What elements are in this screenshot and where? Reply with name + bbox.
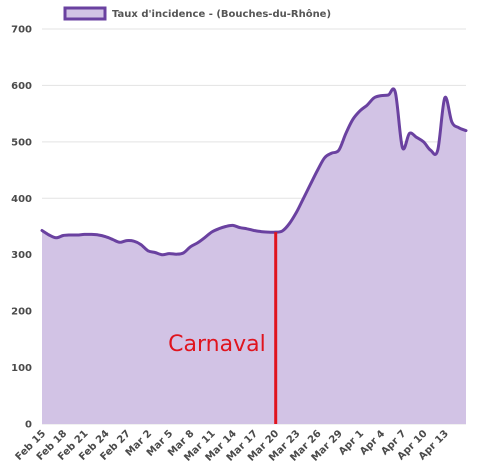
y-tick-label: 300 [11,250,32,261]
y-tick-label: 200 [11,307,32,318]
legend-swatch[interactable] [63,6,107,21]
legend-label: Taux d'incidence - (Bouches-du-Rhône) [112,8,331,20]
series-line [40,87,468,257]
y-tick-label: 600 [11,81,32,92]
y-axis: 0 100 200 300 400 500 600 700 [11,25,32,431]
y-tick-label: 100 [11,363,32,374]
annotation-label: Carnaval [168,332,266,357]
y-tick-label: 400 [11,194,32,205]
y-tick-label: 500 [11,137,32,148]
y-tick-label: 0 [25,420,32,431]
y-tick-label: 700 [11,25,32,36]
legend[interactable]: Taux d'incidence - (Bouches-du-Rhône) [63,6,331,21]
annotation: Carnaval [168,232,278,424]
series-area-fill [42,88,466,425]
